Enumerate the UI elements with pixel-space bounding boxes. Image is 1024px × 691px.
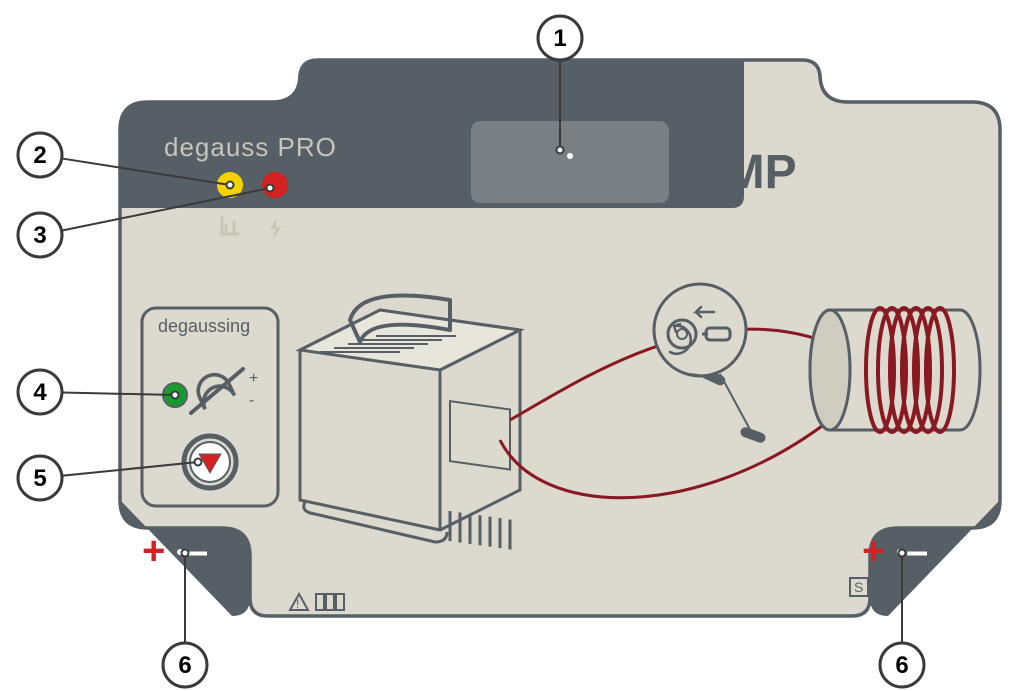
certification-marks: S CE bbox=[850, 577, 899, 599]
amp-display bbox=[470, 120, 670, 204]
polarity-plus-right: + bbox=[862, 529, 885, 573]
callout-number: 6 bbox=[895, 652, 908, 679]
callout-number: 4 bbox=[33, 379, 47, 406]
svg-text:S: S bbox=[854, 579, 863, 595]
callout-number: 3 bbox=[33, 222, 46, 249]
polarity-minus-left: – bbox=[186, 529, 208, 573]
callout-number: 6 bbox=[178, 652, 191, 679]
magnet-minus: - bbox=[249, 392, 254, 409]
magnet-plus: + bbox=[249, 370, 258, 387]
status-led-red bbox=[261, 171, 289, 199]
amp-label: AMP bbox=[690, 146, 797, 199]
svg-text:CE: CE bbox=[874, 577, 899, 599]
pipe-coil bbox=[810, 308, 980, 432]
warning-exclaim: ! bbox=[296, 597, 299, 611]
version-label: E 1.02 bbox=[320, 66, 395, 96]
degaussing-title: degaussing bbox=[158, 316, 250, 336]
display-marker bbox=[567, 153, 573, 159]
callout-number: 2 bbox=[33, 142, 46, 169]
warning-icons: ! bbox=[290, 594, 344, 611]
callout-number: 5 bbox=[33, 465, 46, 492]
polarity-plus-left: + bbox=[142, 529, 165, 573]
brand-label: degauss PRO bbox=[164, 132, 337, 162]
polarity-minus-right: – bbox=[906, 529, 928, 573]
callout-number: 1 bbox=[553, 25, 566, 52]
